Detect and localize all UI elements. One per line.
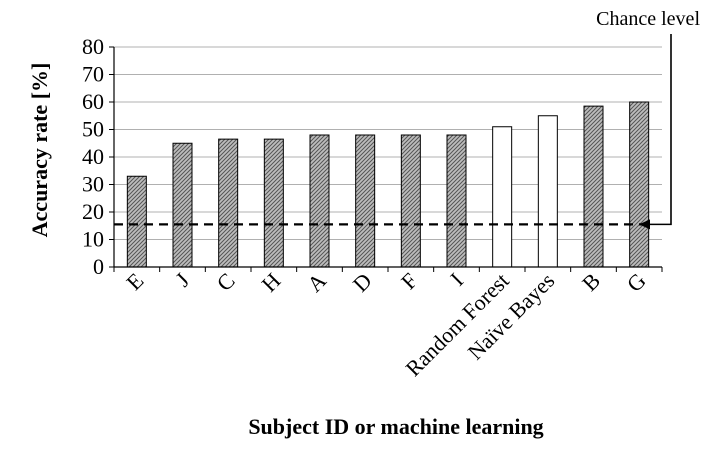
y-tick-label: 20 bbox=[82, 199, 104, 224]
x-tick-label: I bbox=[445, 268, 468, 291]
chance-level-arrowhead bbox=[639, 219, 650, 230]
bar bbox=[400, 134, 421, 268]
y-axis-label: Accuracy rate [%] bbox=[27, 63, 52, 238]
x-tick-label: E bbox=[121, 268, 148, 295]
bar bbox=[492, 126, 513, 268]
bar bbox=[629, 101, 650, 268]
chance-level-group: Chance level bbox=[114, 8, 700, 230]
y-tick-label: 30 bbox=[82, 172, 104, 197]
gridlines bbox=[114, 46, 662, 240]
y-tick-label: 10 bbox=[82, 227, 104, 252]
x-tick-label: A bbox=[302, 268, 331, 297]
axes bbox=[109, 46, 663, 272]
bar bbox=[537, 115, 558, 268]
bar bbox=[446, 134, 467, 268]
y-tick-label: 0 bbox=[93, 254, 104, 279]
bar bbox=[309, 134, 330, 268]
x-tick-label: H bbox=[256, 268, 285, 297]
chance-level-label: Chance level bbox=[596, 8, 700, 30]
bar bbox=[583, 105, 604, 268]
y-tick-label: 50 bbox=[82, 117, 104, 142]
x-tick-label: F bbox=[396, 268, 422, 294]
bar bbox=[263, 138, 284, 268]
y-tick-label: 60 bbox=[82, 89, 104, 114]
y-tick-label: 80 bbox=[82, 34, 104, 59]
x-tick-label: C bbox=[212, 268, 240, 296]
x-tick-label: D bbox=[348, 268, 377, 297]
y-tick-label: 40 bbox=[82, 144, 104, 169]
bar bbox=[218, 138, 239, 268]
x-tick-label: B bbox=[577, 268, 605, 296]
chance-level-pointer bbox=[649, 34, 672, 226]
bar bbox=[172, 142, 193, 268]
bar bbox=[126, 175, 147, 268]
x-axis-label: Subject ID or machine learning bbox=[248, 414, 543, 439]
x-tick-label: J bbox=[170, 268, 194, 292]
x-tick-label: G bbox=[622, 268, 651, 297]
bar bbox=[355, 134, 376, 268]
y-tick-label: 70 bbox=[82, 62, 104, 87]
